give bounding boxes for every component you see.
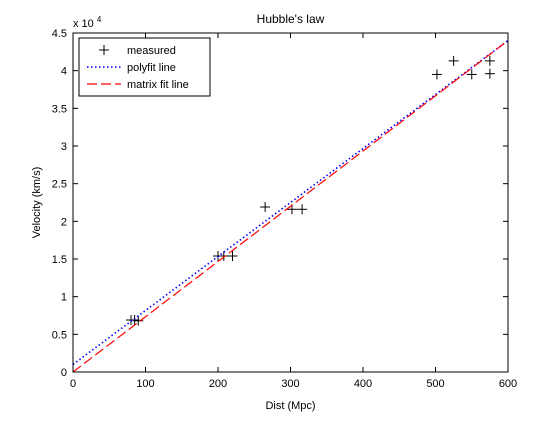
y-tick-label: 2.5	[52, 179, 67, 191]
y-tick-label: 2	[61, 216, 67, 228]
measured-point	[297, 204, 308, 215]
legend-box	[78, 37, 211, 97]
legend-entry: measured	[99, 45, 176, 57]
measured-point	[431, 69, 442, 80]
x-tick-label: 300	[281, 378, 299, 390]
y-tick-label: 4.5	[52, 28, 67, 40]
measured-point	[133, 315, 144, 326]
measured-point	[466, 69, 477, 80]
x-tick-label: 500	[426, 378, 444, 390]
x-tick-label: 0	[70, 378, 76, 390]
chart-title: Hubble's law	[257, 12, 325, 26]
y-tick-label: 1.5	[52, 254, 67, 266]
x-tick-label: 400	[354, 378, 372, 390]
y-axis-label: Velocity (km/s)	[31, 167, 43, 239]
axis-ticks: 0 100 200 300 400 500 600 0 0.5 1 1.5 2 2.5 3 3.5 4 4.5	[52, 28, 517, 390]
measured-point	[448, 55, 459, 66]
legend-label: matrix fit line	[127, 79, 189, 91]
y-tick-label: 3	[61, 141, 67, 153]
legend-label: measured	[127, 45, 176, 57]
y-tick-label: 3.5	[52, 103, 67, 115]
measured-point	[227, 250, 238, 261]
x-tick-label: 600	[499, 378, 517, 390]
x-tick-label: 100	[136, 378, 154, 390]
plot-marks	[72, 39, 509, 373]
y-axis-multiplier: x 10 4	[73, 15, 102, 30]
y-tick-label: 4	[61, 66, 67, 78]
measured-point	[484, 55, 495, 66]
measured-point	[484, 68, 495, 79]
y-multiplier-exponent: 4	[97, 15, 102, 24]
legend-entry: matrix fit line	[87, 79, 189, 91]
y-multiplier-base: x 10	[73, 18, 94, 30]
measured-point	[286, 204, 297, 215]
legend-label: polyfit line	[127, 62, 176, 74]
y-tick-label: 0	[61, 367, 67, 379]
matrix-fit-line	[72, 40, 509, 373]
x-tick-label: 200	[209, 378, 227, 390]
legend-entry: polyfit line	[87, 62, 176, 74]
measured-point	[260, 202, 271, 213]
measured-point	[218, 250, 229, 261]
y-tick-label: 1	[61, 292, 67, 304]
x-axis-label: Dist (Mpc)	[265, 400, 315, 412]
y-tick-label: 0.5	[52, 329, 67, 341]
legend: measured polyfit line matrix fit line	[78, 37, 211, 97]
